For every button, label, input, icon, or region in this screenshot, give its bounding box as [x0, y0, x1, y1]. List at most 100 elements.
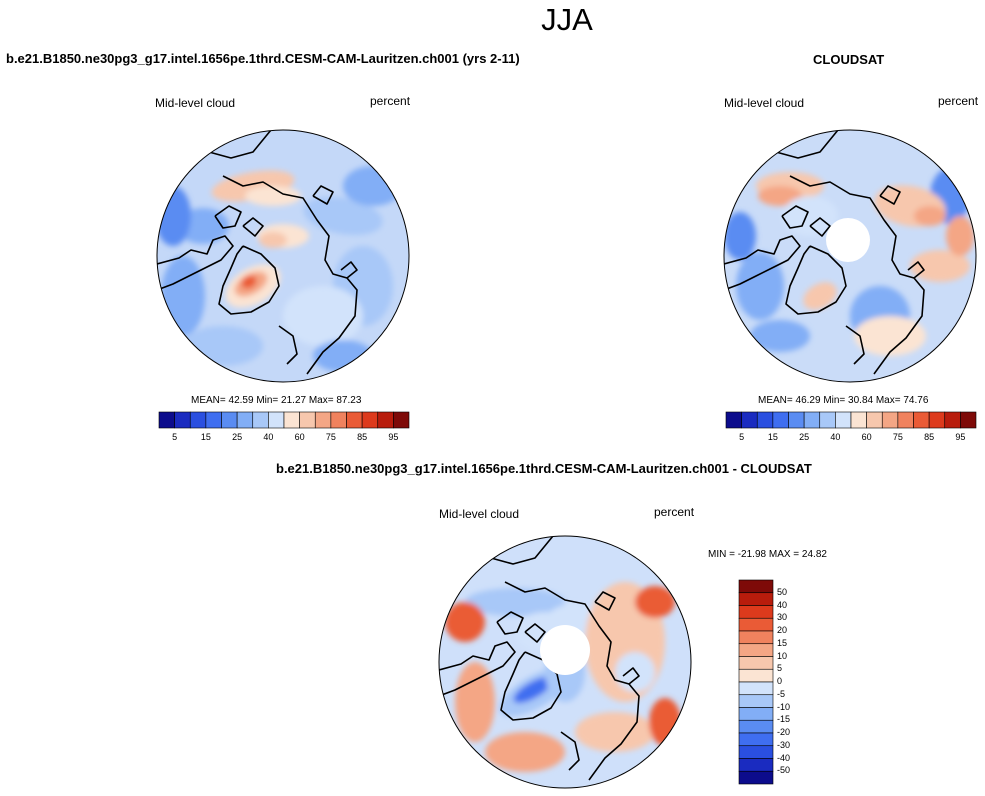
obs-cbar-tick: 40: [830, 432, 841, 442]
map-field: [157, 130, 409, 382]
diff-cbar-box: [738, 770, 774, 785]
model-cbar-box: [283, 411, 300, 429]
obs-cbar-tick: 75: [892, 432, 903, 442]
model-cbar-box: [268, 411, 285, 429]
diff-cbar-tick: -50: [777, 765, 791, 776]
model-cbar-box: [330, 411, 347, 429]
model-cbar-box: [236, 411, 254, 429]
model-cbar-tick: 25: [232, 432, 243, 442]
coastlines: [724, 130, 925, 375]
obs-cbar-tick: 15: [767, 432, 778, 442]
diff-cbar-box: [738, 758, 774, 772]
north-america-coastline: [157, 235, 234, 291]
model-cbar-box: [189, 411, 207, 429]
north-america-coastline: [439, 641, 516, 697]
diff-cbar-tick: 20: [777, 625, 788, 635]
model-cbar-tick: 75: [325, 432, 336, 442]
obs-cbar-box: [850, 411, 867, 429]
obs-mean-min-max: MEAN= 46.29 Min= 30.84 Max= 74.76: [758, 395, 929, 406]
diff-cbar-box: [738, 579, 774, 594]
field-cell: [259, 232, 287, 248]
island-coastline: [340, 261, 358, 279]
diff-units-label: percent: [654, 505, 695, 519]
obs-cbar-tick: 95: [955, 432, 966, 442]
model-mean-min-max: MEAN= 42.59 Min= 21.27 Max= 87.23: [191, 395, 362, 406]
scandinavia-coastline: [560, 731, 580, 771]
field-cell: [803, 282, 837, 310]
model-cbar-tick: 60: [294, 432, 305, 442]
obs-cbar-box: [913, 411, 930, 429]
diff-map: [438, 535, 692, 789]
diff-cbar-tick: 0: [777, 676, 783, 686]
model-cbar-tick: 15: [200, 432, 211, 442]
missing-data-cap: [826, 218, 870, 262]
model-cbar-tick: 95: [388, 432, 399, 442]
obs-cbar-box: [741, 411, 758, 429]
scandinavia-coastline: [845, 325, 865, 365]
field-cell: [758, 186, 802, 206]
obs-cbar-tick: 25: [799, 432, 810, 442]
obs-units-label: percent: [938, 94, 979, 108]
obs-map: [723, 129, 977, 383]
obs-variable-label: Mid-level cloud: [724, 96, 805, 110]
model-cbar-box: [299, 411, 316, 429]
obs-cbar-box: [819, 411, 836, 429]
field-cell: [485, 732, 565, 772]
field-cell: [283, 286, 363, 346]
island-coastline: [312, 185, 334, 205]
model-variable-label: Mid-level cloud: [155, 96, 236, 110]
field-cell: [245, 186, 301, 206]
obs-cbar-box: [772, 411, 789, 429]
island-coastline: [809, 217, 831, 237]
field-cell: [946, 216, 974, 256]
obs-cbar-box: [944, 411, 961, 429]
model-cbar-box: [158, 411, 175, 429]
diff-min-max: MIN = -21.98 MAX = 24.82: [708, 549, 827, 560]
field-cell: [736, 252, 784, 320]
diff-cbar-box: [738, 732, 774, 747]
eurasia-coastline: [222, 175, 358, 375]
field-cell: [455, 662, 495, 742]
field-cell: [343, 166, 403, 206]
island-coastline: [622, 667, 640, 685]
field-cell: [445, 602, 485, 642]
eurasia-coastline: [504, 581, 640, 781]
field-cell: [635, 586, 675, 618]
field-cell: [513, 677, 553, 703]
obs-cbar-tick: 5: [739, 432, 745, 442]
obs-cbar-box: [835, 411, 852, 429]
diff-cbar-box: [738, 668, 774, 683]
field-cell: [575, 712, 655, 752]
model-cbar-box: [174, 411, 191, 429]
field-cell: [750, 320, 810, 352]
diff-cbar-tick: -15: [777, 714, 791, 725]
model-cbar-box: [221, 411, 238, 429]
model-units-label: percent: [370, 94, 411, 108]
field-cell: [241, 275, 257, 289]
diff-cbar-box: [738, 643, 774, 657]
obs-cbar-box: [756, 411, 774, 429]
greenland-coastline: [218, 245, 280, 315]
island-coastline: [214, 205, 242, 229]
model-cbar-box: [252, 411, 269, 429]
map-boundary: [723, 129, 977, 383]
diff-cbar-tick: 10: [777, 650, 788, 661]
diff-cbar-tick: 40: [777, 599, 788, 610]
island-coastline: [594, 591, 616, 611]
model-cbar-box: [377, 411, 394, 429]
diff-cbar-tick: -10: [777, 701, 791, 712]
field-cell: [303, 196, 383, 236]
obs-cbar-tick: 85: [924, 432, 935, 442]
missing-data-cap: [540, 625, 590, 675]
north-america-coastline: [724, 235, 801, 291]
field-cell: [910, 250, 970, 282]
field-cell: [161, 256, 205, 336]
map-boundary: [156, 129, 410, 383]
greenland-coastline: [785, 245, 847, 315]
diff-cbar-box: [738, 605, 774, 619]
diff-cbar-box: [738, 719, 774, 734]
diff-cbar-box: [738, 656, 774, 670]
field-blobs: [157, 166, 403, 372]
field-cell: [465, 588, 565, 616]
obs-cbar-box: [897, 411, 914, 429]
